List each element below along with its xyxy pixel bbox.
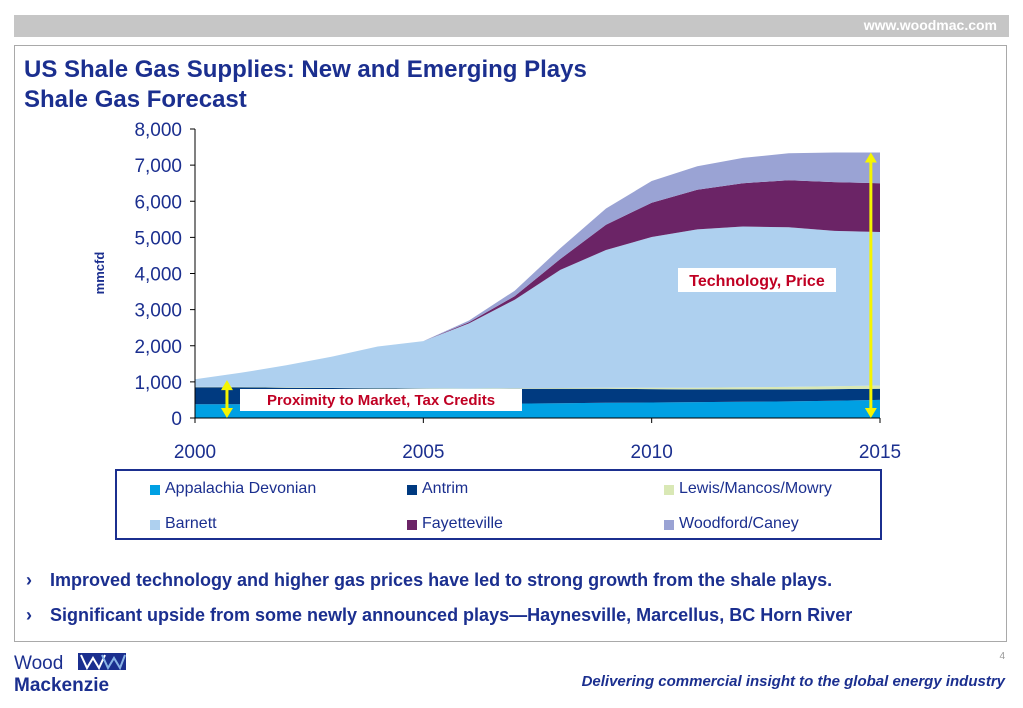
area-fayetteville xyxy=(195,180,880,380)
logo-w-mark-icon xyxy=(78,653,126,671)
y-tick-label: 0 xyxy=(171,409,182,430)
logo-word-mackenzie: Mackenzie xyxy=(14,675,109,696)
y-tick-label: 4,000 xyxy=(134,265,182,286)
annotation-box xyxy=(240,389,522,411)
legend-swatch-lewis-mancos-mowry xyxy=(664,485,674,495)
x-tick-label: 2010 xyxy=(631,442,673,463)
slide-subtitle: Shale Gas Forecast xyxy=(24,86,247,113)
annotation-box xyxy=(678,268,836,292)
slide-frame xyxy=(14,45,1007,642)
area-barnett xyxy=(195,226,880,389)
x-tick-label: 2000 xyxy=(174,442,216,463)
wood-mackenzie-logo: Wood Mackenzie xyxy=(14,653,126,696)
legend-label-barnett: Barnett xyxy=(165,515,217,532)
bullet-text: Significant upside from some newly annou… xyxy=(50,605,853,625)
chart-legend: Appalachia Devonian Antrim Lewis/Mancos/… xyxy=(115,469,882,540)
x-tick-label: 2005 xyxy=(402,442,444,463)
y-tick-label: 3,000 xyxy=(134,301,182,322)
legend-label-fayetteville: Fayetteville xyxy=(422,515,503,532)
y-tick-label: 7,000 xyxy=(134,156,182,177)
double-arrow-icon xyxy=(864,152,877,418)
double-arrow-icon xyxy=(220,380,233,418)
slide-title: US Shale Gas Supplies: New and Emerging … xyxy=(24,56,587,83)
bullet-point: › Significant upside from some newly anno… xyxy=(26,605,852,626)
y-axis-label: mmcfd xyxy=(92,252,107,295)
x-ticks-group: 2000 2005 2010 2015 xyxy=(174,418,901,463)
legend-swatch-barnett xyxy=(150,520,160,530)
annotation-technology-price: Technology, Price xyxy=(678,268,836,292)
bullet-marker: › xyxy=(26,570,32,590)
y-tick-label: 1,000 xyxy=(134,373,182,394)
legend-label-appalachia-devonian: Appalachia Devonian xyxy=(165,480,317,497)
y-tick-label: 5,000 xyxy=(134,228,182,249)
annotation-proximity-market: Proximity to Market, Tax Credits xyxy=(240,389,522,411)
legend-label-lewis-mancos-mowry: Lewis/Mancos/Mowry xyxy=(679,480,832,497)
y-ticks-group: 0 1,000 2,000 3,000 4,000 5,000 6,000 7,000 8,00… xyxy=(134,120,195,430)
page-number: 4 xyxy=(999,651,1005,662)
bullet-marker: › xyxy=(26,605,32,625)
website-url[interactable]: www.woodmac.com xyxy=(863,17,997,33)
annotation-text: Technology, Price xyxy=(689,273,825,290)
arrow-annotations-group xyxy=(220,152,877,418)
legend-label-antrim: Antrim xyxy=(422,480,469,497)
top-bar: www.woodmac.com xyxy=(14,15,1009,37)
y-tick-label: 8,000 xyxy=(134,120,182,141)
bullet-text: Improved technology and higher gas price… xyxy=(50,570,833,590)
y-tick-label: 6,000 xyxy=(134,192,182,213)
legend-swatch-fayetteville xyxy=(407,520,417,530)
annotation-text: Proximity to Market, Tax Credits xyxy=(267,392,495,409)
area-lewis-mancos-mowry xyxy=(195,385,880,390)
legend-label-woodford-caney: Woodford/Caney xyxy=(679,515,799,532)
legend-swatch-appalachia-devonian xyxy=(150,485,160,495)
logo-word-wood: Wood xyxy=(14,653,63,674)
x-tick-label: 2015 xyxy=(859,442,901,463)
footer-tagline: Delivering commercial insight to the glo… xyxy=(581,673,1005,690)
area-woodford-caney xyxy=(195,152,880,380)
y-tick-label: 2,000 xyxy=(134,337,182,358)
legend-swatch-antrim xyxy=(407,485,417,495)
legend-swatch-woodford-caney xyxy=(664,520,674,530)
bullet-point: › Improved technology and higher gas pric… xyxy=(26,570,832,591)
